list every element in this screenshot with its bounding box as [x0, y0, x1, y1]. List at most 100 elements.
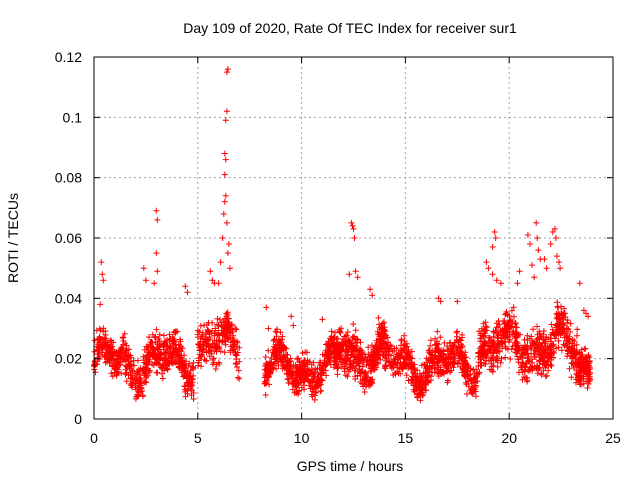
- data-point: [332, 329, 338, 336]
- data-point: [234, 364, 240, 370]
- data-point: [224, 322, 231, 328]
- data-point: [318, 387, 325, 394]
- data-point: [338, 359, 344, 365]
- data-point: [454, 328, 461, 335]
- data-point: [369, 360, 376, 367]
- data-point: [312, 365, 319, 372]
- data-point: [462, 367, 469, 374]
- data-point: [448, 348, 454, 355]
- data-point: [343, 332, 350, 339]
- data-point: [405, 346, 412, 353]
- data-point: [225, 315, 232, 322]
- data-point: [529, 262, 535, 269]
- data-point: [513, 334, 520, 341]
- data-point: [454, 337, 461, 344]
- data-point: [97, 301, 104, 308]
- x-tick-label: 20: [501, 430, 517, 446]
- data-point: [222, 333, 229, 340]
- data-point: [336, 348, 343, 355]
- data-point: [556, 259, 562, 266]
- data-point: [449, 348, 456, 355]
- data-point: [541, 256, 548, 263]
- data-point: [375, 314, 382, 321]
- data-point: [332, 361, 339, 368]
- data-point: [514, 353, 521, 360]
- data-point: [548, 321, 555, 328]
- data-point: [288, 372, 295, 379]
- data-point: [236, 344, 243, 351]
- data-point: [497, 359, 504, 366]
- data-point: [425, 347, 432, 354]
- data-point: [205, 348, 212, 355]
- data-point: [198, 363, 205, 370]
- data-point: [177, 360, 183, 367]
- data-point: [125, 351, 132, 358]
- data-point: [155, 350, 162, 357]
- data-point: [463, 354, 470, 361]
- data-point: [306, 359, 313, 365]
- data-point: [434, 328, 441, 335]
- data-point: [215, 322, 222, 329]
- data-point: [195, 357, 202, 364]
- data-point: [522, 349, 529, 356]
- data-point: [197, 322, 204, 329]
- data-point: [543, 350, 549, 357]
- data-point: [427, 350, 433, 357]
- data-point: [405, 356, 412, 363]
- data-point: [333, 360, 340, 367]
- data-point: [151, 280, 158, 287]
- data-point: [336, 354, 343, 361]
- data-point: [309, 388, 316, 395]
- data-point: [212, 344, 219, 350]
- data-point: [297, 379, 304, 386]
- data-point: [543, 265, 550, 272]
- data-point: [454, 298, 461, 305]
- x-tick-label: 25: [605, 430, 621, 446]
- data-point: [436, 354, 443, 361]
- data-point: [132, 395, 139, 402]
- data-point: [414, 390, 421, 397]
- data-point: [485, 265, 492, 272]
- data-point: [279, 333, 286, 340]
- data-point: [301, 369, 307, 376]
- data-point: [235, 367, 242, 374]
- data-point: [284, 376, 291, 383]
- data-point: [103, 335, 110, 342]
- data-point: [217, 316, 223, 323]
- data-point: [356, 351, 362, 358]
- data-point: [309, 378, 316, 385]
- data-point: [398, 347, 405, 354]
- data-point: [532, 347, 539, 354]
- data-point: [222, 341, 229, 348]
- data-point: [502, 354, 509, 361]
- data-point: [543, 372, 550, 379]
- data-point: [585, 366, 592, 372]
- data-point: [94, 361, 101, 368]
- data-point: [210, 356, 216, 363]
- data-point: [301, 378, 308, 385]
- data-point: [182, 283, 189, 290]
- data-point: [195, 362, 201, 369]
- data-point: [159, 375, 166, 382]
- data-point: [125, 346, 132, 353]
- data-point: [154, 359, 161, 366]
- data-point: [179, 365, 186, 372]
- data-point: [129, 382, 136, 389]
- data-point: [409, 348, 415, 355]
- data-point: [530, 326, 537, 333]
- data-point: [498, 355, 505, 362]
- data-point: [118, 344, 125, 351]
- data-point: [456, 357, 462, 364]
- data-point: [456, 355, 463, 362]
- data-point: [190, 396, 197, 402]
- data-point: [221, 171, 228, 178]
- data-point: [263, 304, 270, 311]
- data-point: [408, 365, 415, 372]
- data-point: [356, 360, 363, 367]
- data-point: [525, 368, 532, 375]
- data-point: [557, 265, 564, 272]
- data-point: [348, 219, 355, 226]
- data-point: [132, 380, 139, 387]
- data-point: [362, 375, 368, 382]
- data-point: [267, 370, 273, 377]
